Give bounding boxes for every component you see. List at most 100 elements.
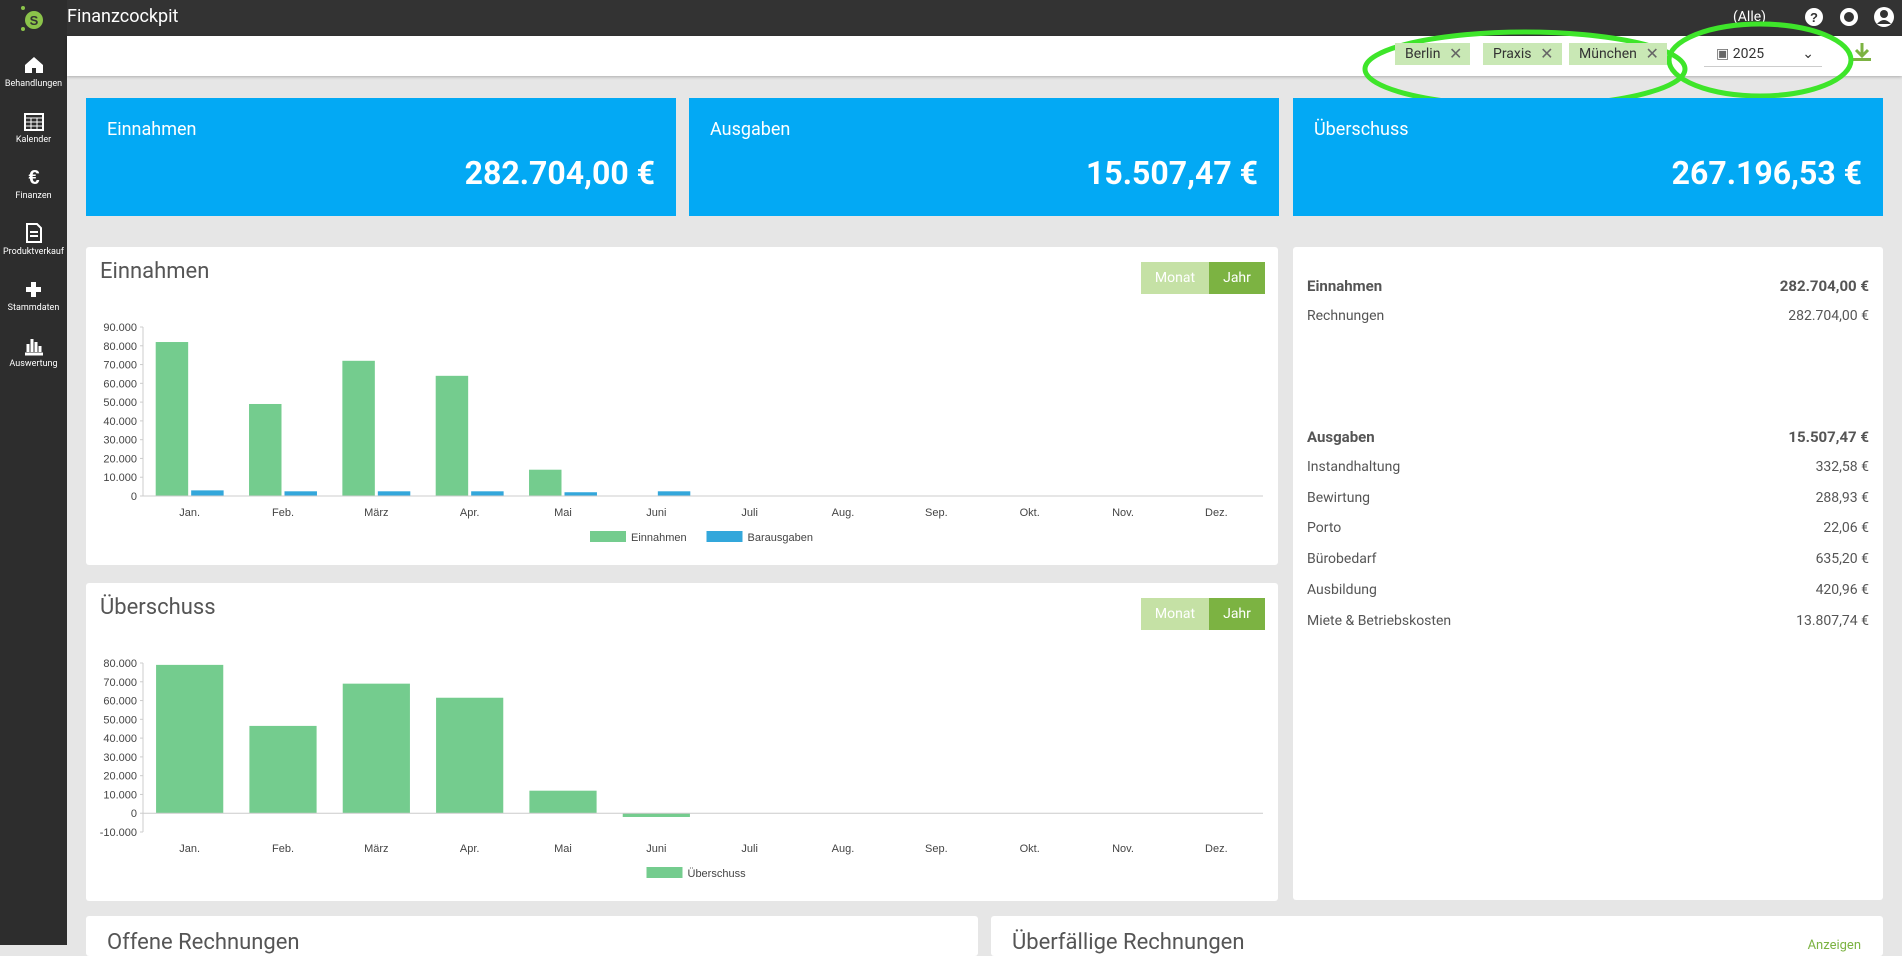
row-label: Bürobedarf: [1307, 551, 1377, 568]
chip-label: Praxis: [1493, 46, 1532, 62]
app-title: Finanzcockpit: [67, 6, 179, 27]
svg-text:S: S: [30, 13, 39, 28]
bar: [657, 491, 691, 496]
row-value: 13.807,74 €: [1796, 612, 1869, 629]
bar: [622, 813, 690, 817]
sidebar-label: Finanzen: [15, 191, 52, 201]
kpi-value: 267.196,53 €: [1671, 154, 1862, 192]
row-label: Bewirtung: [1307, 489, 1371, 506]
y-tick-label: -10.000: [100, 827, 137, 839]
kpi-label: Einnahmen: [107, 119, 197, 140]
toggle-month[interactable]: Monat: [1141, 598, 1209, 630]
y-tick-label: 60.000: [103, 378, 137, 390]
surplus-chart-panel: Überschuss Monat Jahr -10.000 0 10.000 20.0…: [86, 583, 1278, 901]
legend-label: Barausgaben: [748, 532, 813, 544]
settings-icon[interactable]: [1840, 8, 1858, 26]
toggle-month[interactable]: Monat: [1141, 262, 1209, 294]
sidebar-icon: [23, 113, 44, 131]
row-value: 15.507,47 €: [1788, 428, 1869, 446]
overdue-invoices-panel: Überfällige Rechnungen Anzeigen: [991, 916, 1883, 956]
x-tick-label: Mai: [554, 843, 572, 855]
kpi-card: Überschuss 267.196,53 €: [1293, 98, 1883, 216]
x-tick-label: Jan.: [179, 507, 200, 519]
chip-label: Berlin: [1405, 46, 1441, 62]
legend-label: Überschuss: [688, 868, 747, 880]
sidebar-icon: €: [28, 167, 39, 189]
sidebar-label: Behandlungen: [4, 79, 63, 89]
chart-title: Überschuss: [100, 595, 216, 620]
filter-chip[interactable]: Berlin ✕: [1395, 43, 1471, 65]
bar: [155, 342, 189, 496]
row-label: Rechnungen: [1307, 308, 1385, 324]
toggle-year[interactable]: Jahr: [1209, 262, 1265, 294]
row-label: Einnahmen: [1307, 277, 1383, 295]
chip-remove[interactable]: ✕: [1645, 44, 1659, 63]
summary-total: Ausgaben 15.507,47 €: [1307, 428, 1869, 448]
legend-swatch: [590, 531, 626, 542]
sidebar-item[interactable]: Stammdaten: [0, 277, 67, 313]
sidebar-icon: [24, 57, 43, 73]
x-tick-label: Feb.: [272, 843, 294, 855]
year: 2025: [1732, 46, 1765, 62]
kpi-card: Einnahmen 282.704,00 €: [86, 98, 676, 216]
kpi-value: 282.704,00 €: [464, 154, 655, 192]
y-tick-label: 80.000: [103, 658, 137, 670]
top-bar: Finanzcockpit (Alle) ?: [0, 0, 1902, 36]
year-select[interactable]: ▣ 2025 ⌄: [1704, 42, 1822, 67]
bar: [249, 403, 282, 496]
show-link[interactable]: Anzeigen: [1807, 938, 1861, 953]
panel-title: Überfällige Rechnungen: [1012, 930, 1245, 955]
toggle-year[interactable]: Jahr: [1209, 598, 1265, 630]
y-tick-label: 0: [131, 808, 137, 820]
sidebar-label: Kalender: [15, 135, 52, 145]
help-icon[interactable]: [1805, 8, 1823, 26]
bar: [191, 490, 224, 496]
x-tick-label: Sep.: [925, 843, 948, 855]
x-tick-label: Nov.: [1112, 843, 1134, 855]
bar: [529, 469, 562, 496]
sidebar-item[interactable]: € Finanzen: [0, 165, 67, 201]
summary-row: Bewirtung 288,93 €: [1307, 490, 1869, 510]
bar: [284, 491, 317, 496]
sidebar-item[interactable]: Produktverkauf: [0, 221, 67, 257]
sidebar-item[interactable]: Auswertung: [0, 333, 67, 369]
summary-row: Miete & Betriebskosten 13.807,74 €: [1307, 613, 1869, 633]
sidebar-item[interactable]: Kalender: [0, 109, 67, 145]
y-tick-label: 10.000: [103, 472, 137, 484]
legend-item: Überschuss: [646, 867, 747, 880]
sidebar-item[interactable]: Behandlungen: [0, 53, 67, 89]
filter-chip[interactable]: München ✕: [1569, 43, 1667, 65]
y-tick-label: 20.000: [103, 453, 137, 465]
chip-remove[interactable]: ✕: [1540, 44, 1554, 63]
x-tick-label: Aug.: [832, 843, 855, 855]
row-value: 635,20 €: [1815, 551, 1869, 568]
chip-remove[interactable]: ✕: [1449, 44, 1463, 63]
download-icon[interactable]: [1850, 40, 1874, 64]
bar: [436, 697, 504, 814]
summary-row: Ausbildung 420,96 €: [1307, 582, 1869, 602]
x-tick-label: Juli: [741, 507, 758, 519]
row-label: Miete & Betriebskosten: [1307, 612, 1452, 629]
y-tick-label: 40.000: [103, 733, 137, 745]
bar: [156, 664, 224, 814]
y-tick-label: 30.000: [103, 435, 137, 447]
filter-chip[interactable]: Praxis ✕: [1483, 43, 1562, 65]
income-chart-panel: Einnahmen Monat Jahr 0 10.000 20.000 30.000…: [86, 247, 1278, 565]
y-tick-label: 0: [131, 491, 137, 503]
legend-label: Einnahmen: [631, 532, 687, 544]
x-tick-label: Apr.: [460, 507, 480, 519]
sidebar: S Behandlungen Kalender € Finanzen Produktve…: [0, 0, 67, 945]
x-tick-label: Juni: [646, 843, 666, 855]
x-tick-label: Okt.: [1020, 507, 1040, 519]
sidebar-label: Stammdaten: [7, 303, 60, 313]
legend-item: Einnahmen: [590, 531, 687, 544]
sidebar-icon: [25, 223, 42, 243]
bar: [435, 375, 469, 496]
bar: [342, 683, 410, 814]
kpi-label: Überschuss: [1314, 119, 1409, 140]
summary-panel: Einnahmen 282.704,00 € Rechnungen 282.704,0…: [1293, 247, 1883, 900]
row-value: 282.704,00 €: [1779, 277, 1869, 295]
sidebar-label: Auswertung: [9, 359, 58, 369]
row-value: 282.704,00 €: [1788, 308, 1869, 324]
